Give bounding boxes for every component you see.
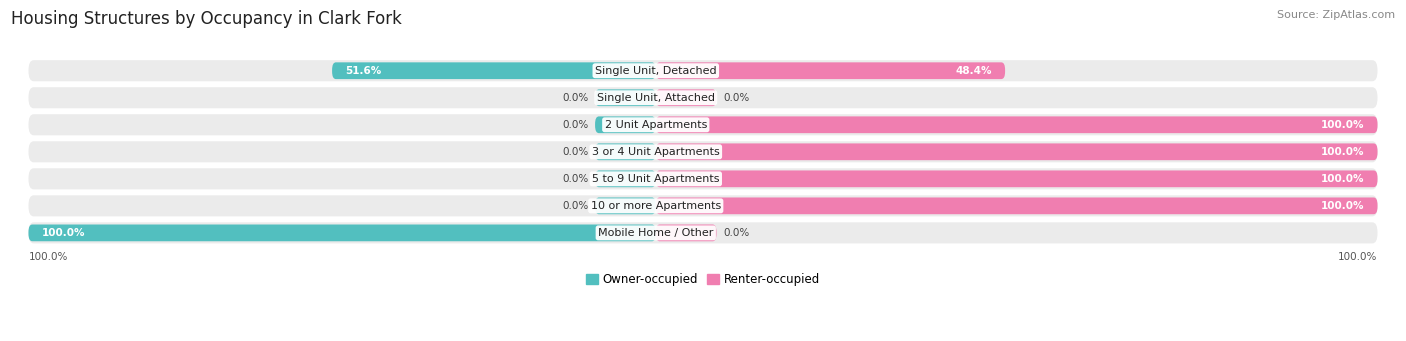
FancyBboxPatch shape [28, 222, 1378, 243]
Text: 0.0%: 0.0% [723, 228, 749, 238]
FancyBboxPatch shape [332, 62, 655, 79]
Text: Mobile Home / Other: Mobile Home / Other [598, 228, 713, 238]
FancyBboxPatch shape [655, 224, 717, 241]
Text: 100.0%: 100.0% [28, 252, 67, 262]
Text: Source: ZipAtlas.com: Source: ZipAtlas.com [1277, 10, 1395, 20]
FancyBboxPatch shape [595, 89, 655, 106]
FancyBboxPatch shape [655, 89, 717, 106]
FancyBboxPatch shape [655, 144, 1378, 160]
FancyBboxPatch shape [655, 170, 1378, 187]
Text: 51.6%: 51.6% [346, 66, 382, 76]
Legend: Owner-occupied, Renter-occupied: Owner-occupied, Renter-occupied [581, 268, 825, 291]
Text: Housing Structures by Occupancy in Clark Fork: Housing Structures by Occupancy in Clark… [11, 10, 402, 28]
FancyBboxPatch shape [28, 87, 1378, 108]
FancyBboxPatch shape [28, 168, 1378, 189]
FancyBboxPatch shape [595, 116, 655, 133]
Text: 100.0%: 100.0% [42, 228, 86, 238]
Text: 100.0%: 100.0% [1320, 174, 1364, 184]
FancyBboxPatch shape [595, 144, 655, 160]
FancyBboxPatch shape [655, 62, 1005, 79]
Text: 5 to 9 Unit Apartments: 5 to 9 Unit Apartments [592, 174, 720, 184]
Text: 0.0%: 0.0% [562, 93, 588, 103]
Text: 100.0%: 100.0% [1320, 147, 1364, 157]
Text: 48.4%: 48.4% [955, 66, 991, 76]
FancyBboxPatch shape [655, 197, 1378, 214]
Text: 10 or more Apartments: 10 or more Apartments [591, 201, 721, 211]
FancyBboxPatch shape [595, 170, 655, 187]
Text: 3 or 4 Unit Apartments: 3 or 4 Unit Apartments [592, 147, 720, 157]
Text: 100.0%: 100.0% [1339, 252, 1378, 262]
FancyBboxPatch shape [28, 60, 1378, 81]
FancyBboxPatch shape [655, 116, 1378, 133]
FancyBboxPatch shape [28, 224, 655, 241]
Text: 0.0%: 0.0% [723, 93, 749, 103]
FancyBboxPatch shape [28, 195, 1378, 217]
Text: 100.0%: 100.0% [1320, 201, 1364, 211]
FancyBboxPatch shape [28, 114, 1378, 135]
Text: 100.0%: 100.0% [1320, 120, 1364, 130]
Text: 0.0%: 0.0% [562, 174, 588, 184]
Text: 2 Unit Apartments: 2 Unit Apartments [605, 120, 707, 130]
FancyBboxPatch shape [28, 141, 1378, 162]
Text: Single Unit, Attached: Single Unit, Attached [596, 93, 714, 103]
Text: 0.0%: 0.0% [562, 201, 588, 211]
Text: Single Unit, Detached: Single Unit, Detached [595, 66, 717, 76]
FancyBboxPatch shape [595, 197, 655, 214]
Text: 0.0%: 0.0% [562, 120, 588, 130]
Text: 0.0%: 0.0% [562, 147, 588, 157]
